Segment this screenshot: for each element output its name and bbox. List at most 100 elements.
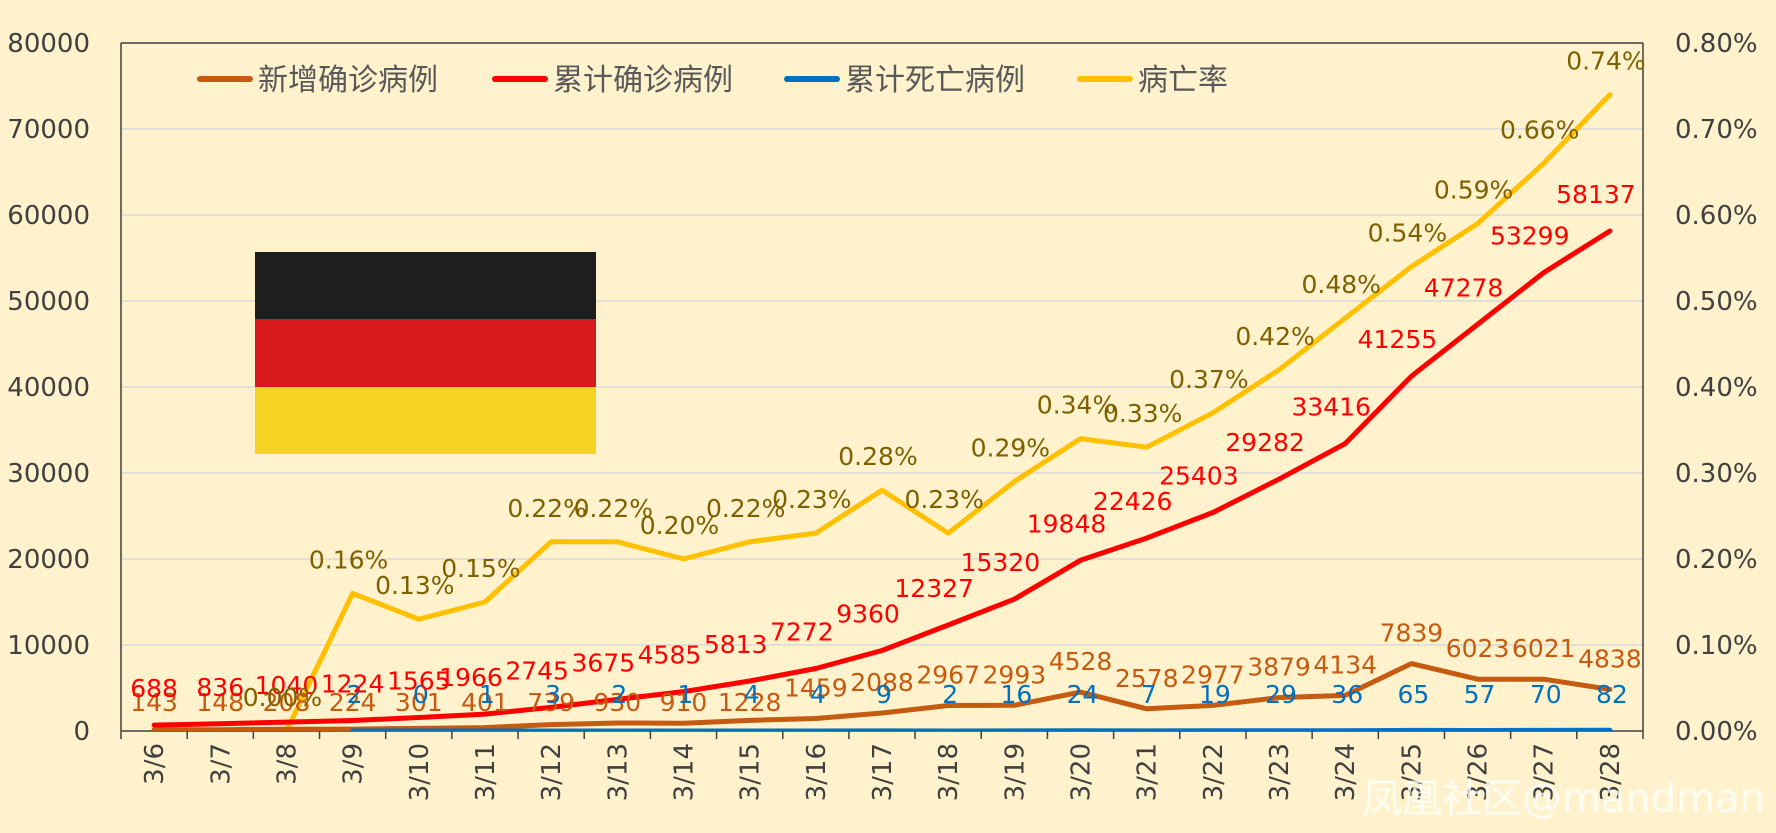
x-tick-label: 3/8 [272,743,302,785]
y-left-tick-label: 50000 [7,287,90,317]
data-label-series-2: 1 [479,680,495,709]
data-label-series-0: 301 [395,688,443,717]
data-label-series-0: 1228 [718,688,782,717]
data-label-series-2: 19 [1199,680,1231,709]
data-label-series-1: 19848 [1027,509,1107,538]
data-label-series-3: 0.22% [706,494,785,523]
data-label-series-1: 33416 [1291,393,1371,422]
data-label-series-1: 12327 [894,574,974,603]
y-left-tick-label: 80000 [7,29,90,59]
data-label-series-3: 0.48% [1302,270,1381,299]
y-right-tick-label: 0.70% [1675,115,1758,145]
x-tick-label: 3/24 [1331,743,1361,801]
data-label-series-1: 3675 [571,648,635,677]
x-tick-label: 3/6 [140,743,170,785]
y-left-tick-label: 70000 [7,115,90,145]
data-label-series-0: 401 [461,688,509,717]
data-label-series-0: 2977 [1181,660,1245,689]
data-label-series-3: 0.22% [574,494,653,523]
data-label-series-0: 2088 [850,668,914,697]
series-line-3 [280,92,1613,731]
data-label-series-1: 4585 [638,641,702,670]
legend-label: 累计死亡病例 [845,63,1025,98]
data-label-series-2: 82 [1596,680,1628,709]
data-label-series-2: 2 [347,680,363,709]
y-left-tick-label: 60000 [7,201,90,231]
data-label-series-2: 3 [545,680,561,709]
data-label-series-3: 0.23% [904,485,983,514]
data-label-series-3: 0.23% [772,485,851,514]
data-label-series-1: 29282 [1225,428,1305,457]
x-tick-label: 3/13 [603,743,633,801]
flag-stripe-black [255,252,596,319]
y-right-tick-label: 0.10% [1675,631,1758,661]
data-label-series-3: 0.29% [971,434,1050,463]
data-label-series-3: 0.00% [243,683,322,712]
data-label-series-3: 0.16% [309,545,388,574]
data-label-series-2: 1 [678,680,694,709]
data-label-series-1: 41255 [1358,325,1438,354]
data-label-series-0: 208 [263,688,311,717]
data-label-series-2: 24 [1067,680,1099,709]
x-tick-label: 3/12 [537,743,567,801]
x-tick-label: 3/19 [1000,743,1030,801]
x-tick-label: 3/20 [1067,743,1097,801]
y-right-tick-label: 0.40% [1675,373,1758,403]
data-label-series-0: 7839 [1380,619,1444,648]
data-label-series-1: 15320 [961,548,1041,577]
y-right-tick-label: 0.80% [1675,29,1758,59]
x-tick-label: 3/11 [471,743,501,801]
x-tick-label: 3/18 [934,743,964,801]
data-label-series-0: 224 [329,688,377,717]
y-right-tick-label: 0.30% [1675,459,1758,489]
x-tick-label: 3/14 [669,743,699,801]
watermark: 凤凰社区@mandman [1362,776,1765,822]
data-label-series-0: 4134 [1313,650,1377,679]
y-right-tick-label: 0.20% [1675,545,1758,575]
x-tick-label: 3/10 [405,743,435,801]
x-tick-label: 3/17 [868,743,898,801]
axes: 0 0.00% 10000 0.10% 20000 0.20% 30000 0.30% 4000… [7,29,1757,801]
data-label-series-0: 2967 [916,660,980,689]
data-label-series-1: 2745 [505,656,569,685]
legend: 新增确诊病例 累计确诊病例 累计死亡病例 病亡率 [197,63,1228,98]
data-label-series-2: 65 [1397,680,1429,709]
flag-stripe-gold [255,387,596,454]
data-label-series-3: 0.66% [1500,115,1579,144]
y-left-tick-label: 20000 [7,545,90,575]
data-label-series-0: 910 [660,688,708,717]
data-label-series-1: 25403 [1159,462,1239,491]
data-label-series-1: 1224 [321,669,385,698]
y-right-tick-label: 0.60% [1675,201,1758,231]
x-tick-label: 3/21 [1133,743,1163,801]
data-label-series-2: 4 [810,680,826,709]
data-label-series-0: 1459 [784,673,848,702]
data-label-series-2: 0 [413,680,429,709]
data-label-series-3: 0.74% [1566,47,1645,76]
series-line-2 [350,727,1613,731]
data-label-series-3: 0.34% [1037,391,1116,420]
data-label-series-2: 29 [1265,680,1297,709]
data-label-series-3: 0.20% [640,511,719,540]
data-label-series-1: 22426 [1093,487,1173,516]
data-label-series-0: 6021 [1512,634,1576,663]
data-label-series-3: 0.28% [838,442,917,471]
data-label-series-2: 2 [942,680,958,709]
data-label-series-2: 57 [1464,680,1496,709]
x-tick-label: 3/27 [1530,743,1560,801]
x-tick-label: 3/25 [1397,743,1427,801]
y-right-tick-label: 0.00% [1675,717,1758,747]
data-label-series-1: 1966 [439,663,503,692]
x-tick-label: 3/26 [1464,743,1494,801]
data-label-series-1: 5813 [704,630,768,659]
data-label-series-3: 0.37% [1169,365,1248,394]
data-label-series-3: 0.33% [1103,399,1182,428]
y-right-tick-label: 0.50% [1675,287,1758,317]
x-tick-label: 3/16 [802,743,832,801]
y-left-tick-label: 40000 [7,373,90,403]
data-label-series-0: 143 [130,688,178,717]
data-label-series-3: 0.59% [1434,176,1513,205]
data-label-series-3: 0.42% [1235,322,1314,351]
y-left-tick-label: 0 [73,717,90,747]
